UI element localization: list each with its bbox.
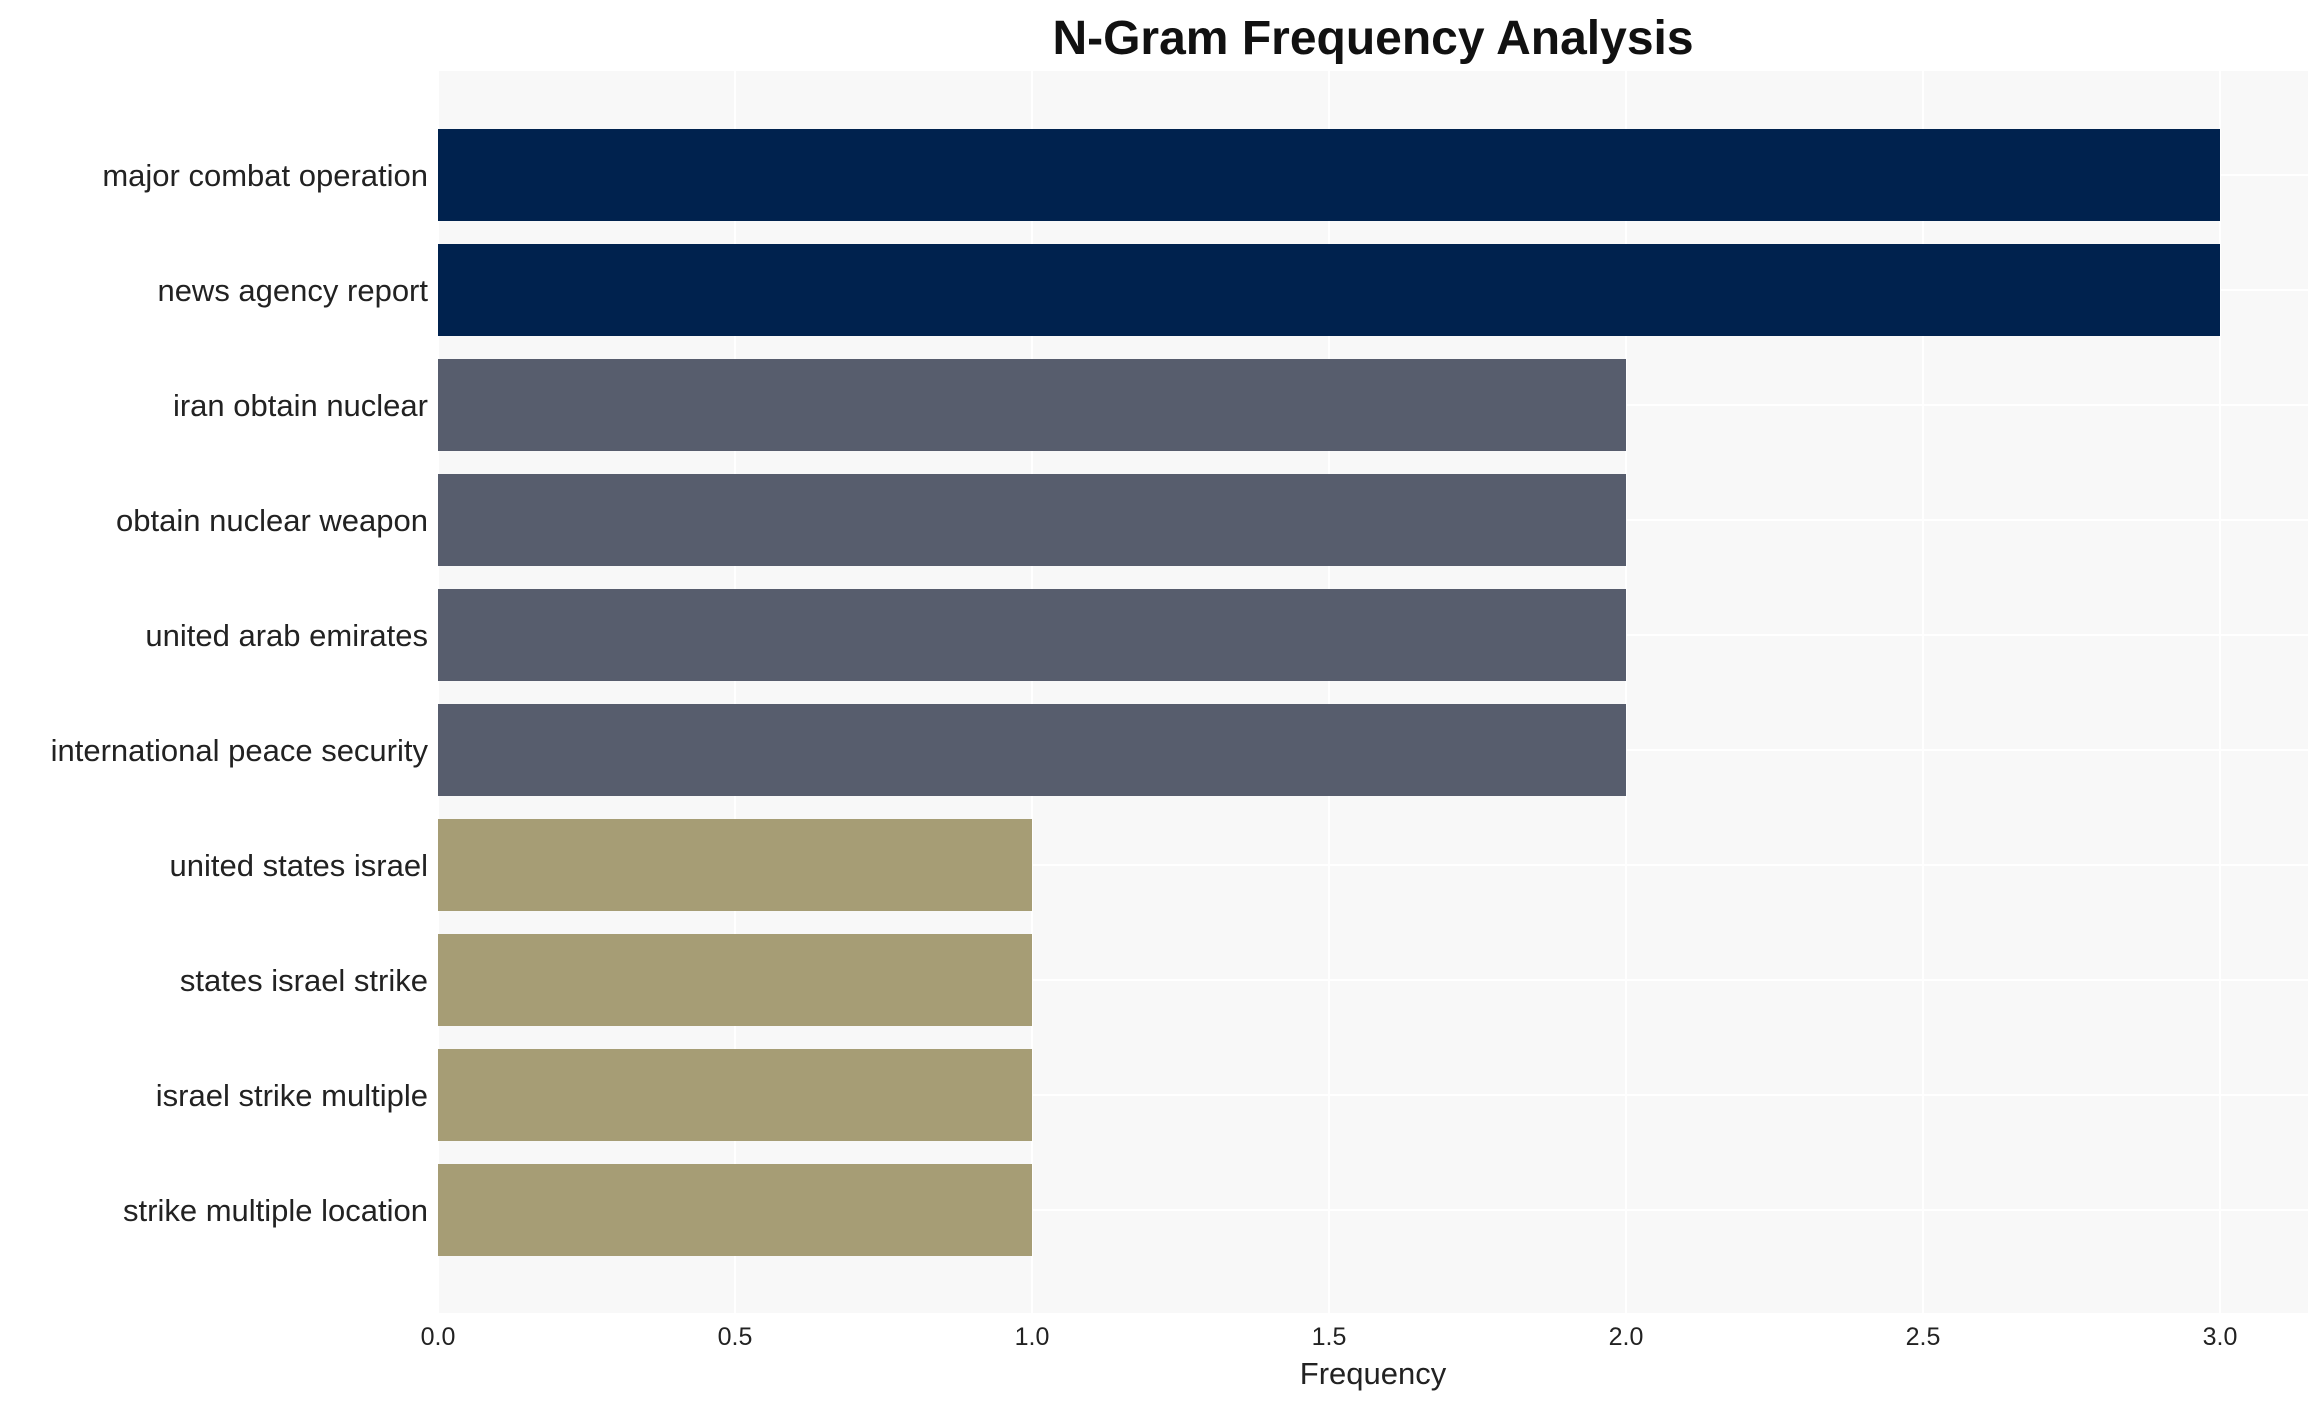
bar [438, 474, 1626, 566]
y-tick-label: israel strike multiple [156, 1078, 428, 1113]
y-tick-label: united arab emirates [145, 618, 428, 653]
bar [438, 704, 1626, 796]
bar [438, 1164, 1032, 1256]
bar [438, 589, 1626, 681]
bar [438, 244, 2220, 336]
x-tick-label: 2.0 [1609, 1323, 1644, 1351]
x-tick-label: 1.0 [1015, 1323, 1050, 1351]
y-tick-label: obtain nuclear weapon [116, 503, 428, 538]
bar [438, 1049, 1032, 1141]
bar [438, 934, 1032, 1026]
y-tick-label: united states israel [170, 848, 428, 883]
x-tick-label: 0.5 [718, 1323, 753, 1351]
y-tick-label: strike multiple location [123, 1193, 428, 1228]
y-tick-label: major combat operation [102, 158, 428, 193]
x-tick-label: 2.5 [1906, 1323, 1941, 1351]
x-tick-label: 1.5 [1312, 1323, 1347, 1351]
x-tick-label: 0.0 [421, 1323, 456, 1351]
y-tick-label: international peace security [51, 733, 429, 768]
y-tick-label: news agency report [157, 273, 428, 308]
chart-title: N-Gram Frequency Analysis [1052, 12, 1693, 65]
x-tick-label: 3.0 [2203, 1323, 2238, 1351]
bar [438, 819, 1032, 911]
x-axis-label: Frequency [1300, 1356, 1447, 1391]
bar [438, 359, 1626, 451]
bar [438, 129, 2220, 221]
y-tick-label: states israel strike [180, 963, 428, 998]
y-tick-label: iran obtain nuclear [173, 388, 428, 423]
